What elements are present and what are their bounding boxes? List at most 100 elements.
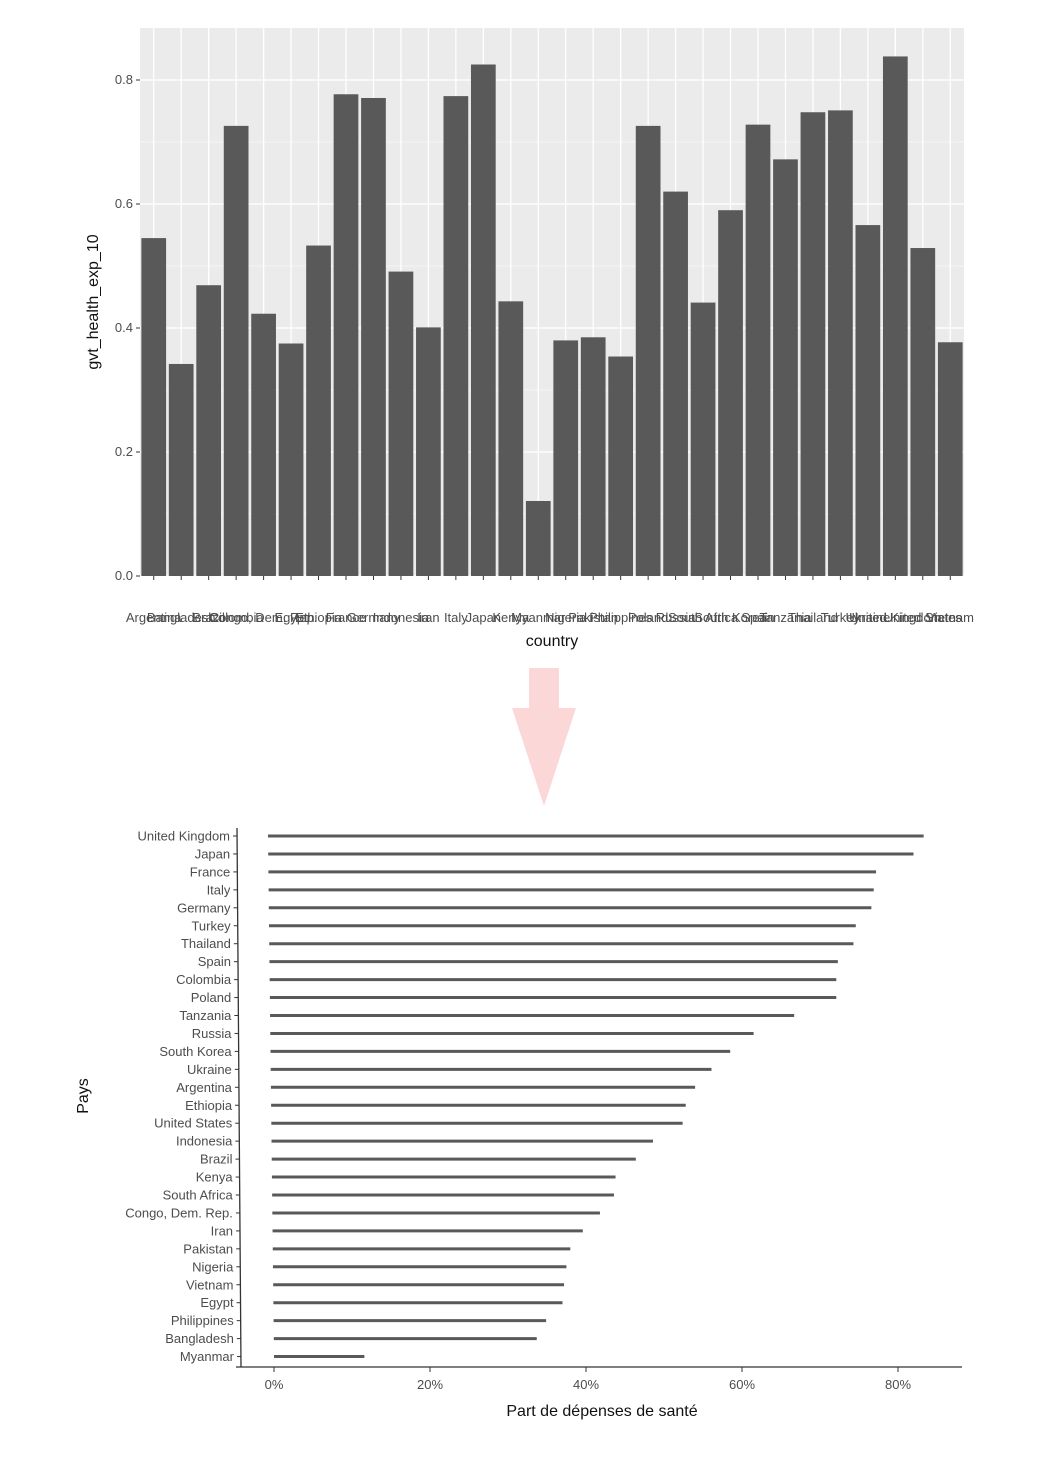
bar (388, 271, 414, 576)
y-tick-label: Egypt (200, 1295, 234, 1310)
y-tick-label: Spain (198, 954, 231, 969)
bar (525, 500, 551, 576)
down-arrow-icon (512, 668, 576, 806)
x-tick-label: Germany (347, 610, 401, 625)
bar (196, 285, 222, 576)
bar (553, 340, 579, 576)
y-tick-label: Indonesia (176, 1134, 233, 1149)
y-tick-label: 0.2 (115, 444, 133, 459)
x-tick-label: Colombia (209, 610, 265, 625)
x-tick-label: 40% (573, 1377, 599, 1392)
x-tick-label: Italy (444, 610, 468, 625)
y-tick-label: Russia (192, 1026, 233, 1041)
y-tick-label: Bangladesh (165, 1331, 234, 1346)
x-tick-label: Pakistan (568, 610, 618, 625)
x-axis: ArgentinaBangladeshBrazilColombiaCongo, … (126, 576, 974, 625)
bar (416, 327, 441, 576)
y-axis: 0.0 0.2 0.4 0.6 0.8 (115, 72, 140, 583)
y-tick-label: 0.0 (115, 568, 133, 583)
x-tick-label: Iran (417, 610, 439, 625)
x-tick-label: Poland (628, 610, 668, 625)
arrow-shape (512, 668, 576, 806)
y-tick-label: South Africa (163, 1188, 234, 1203)
y-tick-label: Argentina (176, 1080, 232, 1095)
bar (223, 125, 249, 576)
y-tick-label: Brazil (200, 1152, 233, 1167)
y-tick-label: Colombia (176, 972, 232, 987)
bar (635, 125, 661, 576)
x-tick-label: Bangladesh (147, 610, 216, 625)
y-tick-label: 0.4 (115, 320, 133, 335)
y-tick-label: Myanmar (180, 1349, 235, 1364)
x-tick-label: Nigeria (545, 610, 587, 625)
y-tick-label: Vietnam (186, 1277, 233, 1292)
y-tick-label: Ukraine (187, 1062, 232, 1077)
y-tick-label: South Korea (159, 1044, 232, 1059)
x-tick-label: Argentina (126, 610, 182, 625)
horizontal-bar-chart: United Kingdom Japan France Italy Germany Tur… (75, 827, 962, 1420)
x-axis: 0% 20% 40% 60% 80% (236, 1366, 962, 1392)
bar (168, 363, 194, 576)
x-tick-label: Myanmar (511, 610, 566, 625)
y-tick-label: Iran (211, 1223, 233, 1238)
bar (937, 342, 963, 576)
bar (828, 110, 853, 576)
x-axis-title: country (526, 633, 578, 650)
y-tick-label: United Kingdom (138, 829, 231, 844)
y-tick-label: Nigeria (192, 1259, 234, 1274)
bar (690, 302, 716, 576)
y-tick-label: Kenya (196, 1170, 234, 1185)
bar (333, 94, 359, 576)
y-tick-label: Congo, Dem. Rep. (125, 1205, 233, 1220)
bar (745, 124, 771, 576)
y-tick-label: France (190, 864, 230, 879)
x-tick-label: 80% (885, 1377, 911, 1392)
y-tick-label: Poland (191, 990, 231, 1005)
bar (470, 64, 496, 576)
bar (910, 248, 936, 576)
x-tick-label: Brazil (192, 610, 225, 625)
x-axis-title: Part de dépenses de santé (506, 1403, 697, 1420)
x-tick-label: Japan (466, 610, 501, 625)
y-tick-label: Italy (207, 882, 231, 897)
x-tick-label: 20% (417, 1377, 443, 1392)
y-tick-label: Tanzania (179, 1008, 232, 1023)
bar (773, 159, 798, 577)
x-tick-label: Kenya (492, 610, 530, 625)
y-tick-label: Thailand (181, 936, 231, 951)
x-tick-label: United Kingdom (849, 610, 942, 625)
x-tick-label: Tanzania (759, 610, 812, 625)
bar (251, 313, 276, 576)
bars (141, 56, 963, 577)
bar (882, 56, 908, 576)
x-tick-label: Turkey (821, 610, 861, 625)
x-tick-label: Egypt (274, 610, 308, 625)
plot-panel (140, 28, 964, 576)
bar (141, 238, 167, 576)
x-tick-label: Ethiopia (295, 610, 343, 625)
y-tick-label: Germany (177, 900, 231, 915)
bar (855, 225, 881, 576)
y-tick-label: 0.8 (115, 72, 133, 87)
y-axis-title: Pays (75, 1078, 92, 1114)
bar (663, 191, 688, 576)
y-tick-label: Ethiopia (185, 1098, 233, 1113)
vertical-bar-chart: 0.0 0.2 0.4 0.6 0.8 ArgentinaBangladeshBrazi… (85, 28, 974, 650)
y-axis-line (236, 827, 242, 1368)
x-tick-label: United States (884, 610, 963, 625)
x-tick-label: Vietnam (927, 610, 974, 625)
bar (800, 112, 826, 577)
y-tick-label: Turkey (191, 918, 231, 933)
x-tick-label: Philippines (589, 610, 652, 625)
x-tick-label: Spain (741, 610, 774, 625)
bar (580, 337, 606, 576)
y-tick-label: 0.6 (115, 196, 133, 211)
x-tick-label: Congo, Dem. Rep. (210, 610, 318, 625)
x-tick-label: Indonesia (373, 610, 430, 625)
x-tick-label: 0% (265, 1377, 284, 1392)
x-tick-label: 60% (729, 1377, 755, 1392)
x-tick-label: South Africa (668, 610, 739, 625)
y-tick-label: Philippines (171, 1313, 234, 1328)
y-tick-label: Pakistan (183, 1241, 233, 1256)
